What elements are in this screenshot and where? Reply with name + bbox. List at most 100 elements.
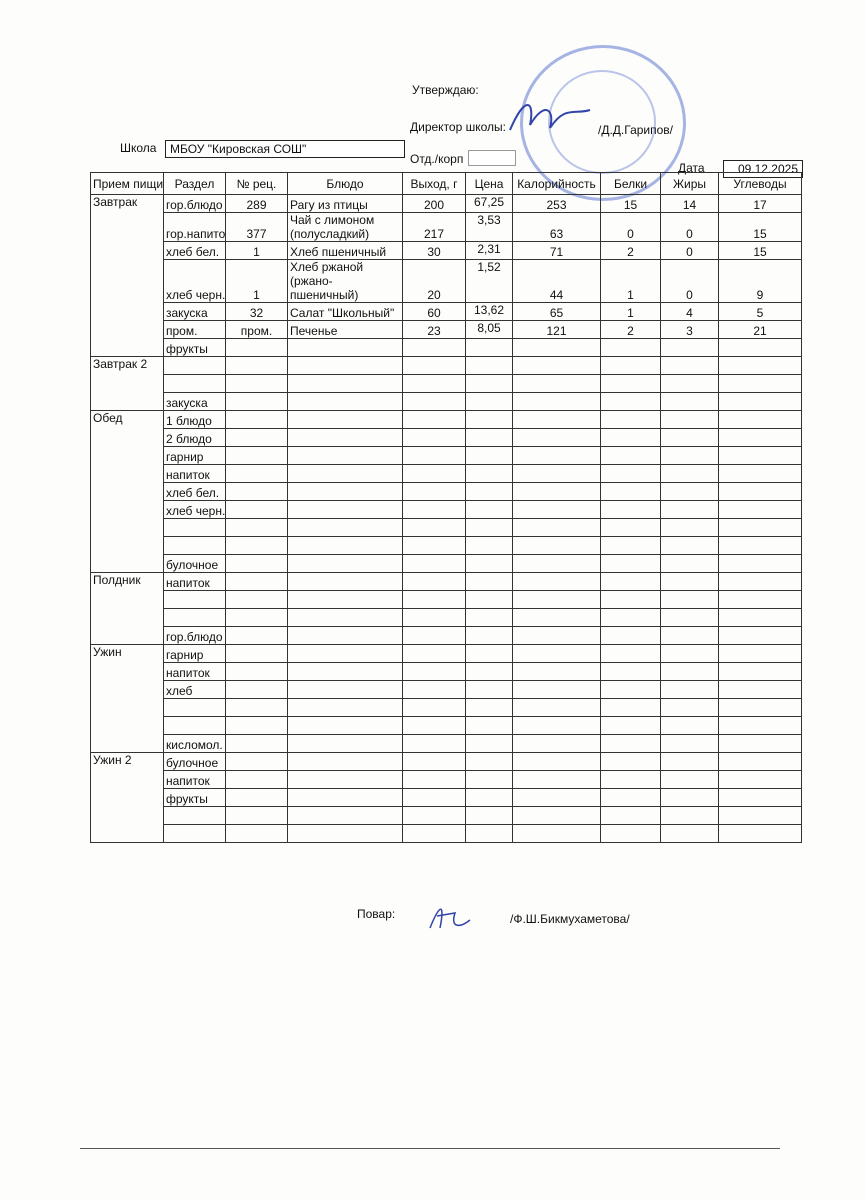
- dish-cell: [287, 590, 403, 609]
- kcal-cell: [512, 716, 601, 735]
- weight-cell: [402, 590, 466, 609]
- price-cell: [465, 590, 513, 609]
- fat-cell: 4: [660, 302, 719, 321]
- table-row: закуска 32 Салат "Школьный" 60 13,62 65 1 4 5: [91, 302, 802, 321]
- fat-cell: [660, 608, 719, 627]
- fat-cell: [660, 590, 719, 609]
- weight-cell: [402, 572, 466, 591]
- recipe-cell: [225, 770, 288, 789]
- table-row: хлеб черн. 1 Хлеб ржаной (ржано-пшеничный)…: [91, 259, 802, 303]
- price-cell: [465, 338, 513, 357]
- dish-cell: Салат "Школьный": [287, 302, 403, 321]
- kcal-cell: 71: [512, 241, 601, 260]
- carbs-cell: [718, 572, 802, 591]
- table-row: [91, 698, 802, 717]
- weight-cell: [402, 374, 466, 393]
- fat-cell: 0: [660, 241, 719, 260]
- weight-cell: [402, 680, 466, 699]
- weight-cell: [402, 608, 466, 627]
- kcal-cell: [512, 752, 601, 771]
- dish-cell: [287, 464, 403, 483]
- fat-cell: [660, 464, 719, 483]
- carbs-cell: [718, 428, 802, 447]
- section-cell: [163, 608, 226, 627]
- fat-cell: [660, 644, 719, 663]
- protein-cell: [600, 680, 661, 699]
- dish-cell: [287, 662, 403, 681]
- dish-cell: [287, 770, 403, 789]
- recipe-cell: [225, 680, 288, 699]
- carbs-cell: [718, 752, 802, 771]
- protein-cell: [600, 482, 661, 501]
- protein-cell: [600, 446, 661, 465]
- section-cell: [163, 698, 226, 717]
- dish-cell: [287, 428, 403, 447]
- weight-cell: [402, 500, 466, 519]
- section-cell: гор.напиток: [163, 212, 226, 242]
- fat-cell: [660, 572, 719, 591]
- weight-cell: [402, 554, 466, 573]
- fat-cell: [660, 752, 719, 771]
- section-cell: [163, 536, 226, 555]
- table-row: [91, 374, 802, 393]
- table-row: хлеб бел.: [91, 482, 802, 501]
- fat-cell: [660, 518, 719, 537]
- dish-cell: [287, 788, 403, 807]
- fat-cell: 3: [660, 320, 719, 339]
- table-row: [91, 824, 802, 843]
- section-cell: фрукты: [163, 788, 226, 807]
- dish-cell: [287, 374, 403, 393]
- kcal-cell: [512, 554, 601, 573]
- dish-cell: [287, 806, 403, 825]
- dish-cell: [287, 572, 403, 591]
- fat-cell: [660, 338, 719, 357]
- recipe-cell: [225, 608, 288, 627]
- kcal-cell: [512, 518, 601, 537]
- carbs-cell: [718, 590, 802, 609]
- protein-cell: [600, 374, 661, 393]
- price-cell: [465, 446, 513, 465]
- dish-cell: Хлеб пшеничный: [287, 241, 403, 260]
- fat-cell: [660, 500, 719, 519]
- fat-cell: 14: [660, 194, 719, 213]
- fat-cell: 0: [660, 212, 719, 242]
- dish-cell: [287, 446, 403, 465]
- table-row: пром. пром. Печенье 23 8,05 121 2 3 21: [91, 320, 802, 339]
- weight-cell: [402, 698, 466, 717]
- table-row: хлеб: [91, 680, 802, 699]
- dish-cell: [287, 824, 403, 843]
- section-cell: [163, 356, 226, 375]
- dish-cell: [287, 338, 403, 357]
- dish-cell: Печенье: [287, 320, 403, 339]
- table-row: Ужин гарнир: [90, 644, 802, 753]
- carbs-cell: [718, 446, 802, 465]
- carbs-cell: [718, 518, 802, 537]
- meal-cell: Обед: [90, 410, 164, 573]
- section-cell: [163, 518, 226, 537]
- column-header: Выход, г: [402, 172, 466, 195]
- carbs-cell: [718, 500, 802, 519]
- meal-cell: Завтрак 2: [90, 356, 164, 411]
- kcal-cell: [512, 392, 601, 411]
- recipe-cell: 32: [225, 302, 288, 321]
- section-cell: [163, 374, 226, 393]
- carbs-cell: [718, 770, 802, 789]
- section-cell: напиток: [163, 464, 226, 483]
- carbs-cell: [718, 788, 802, 807]
- protein-cell: [600, 392, 661, 411]
- carbs-cell: [718, 482, 802, 501]
- fat-cell: [660, 428, 719, 447]
- protein-cell: [600, 752, 661, 771]
- kcal-cell: [512, 410, 601, 429]
- fat-cell: [660, 482, 719, 501]
- kcal-cell: [512, 734, 601, 753]
- price-cell: [465, 374, 513, 393]
- section-cell: булочное: [163, 554, 226, 573]
- carbs-cell: [718, 626, 802, 645]
- price-cell: [465, 680, 513, 699]
- recipe-cell: [225, 824, 288, 843]
- recipe-cell: 289: [225, 194, 288, 213]
- dish-cell: [287, 608, 403, 627]
- school-name: МБОУ "Кировская СОШ": [165, 140, 405, 158]
- cook-signature: [429, 908, 471, 929]
